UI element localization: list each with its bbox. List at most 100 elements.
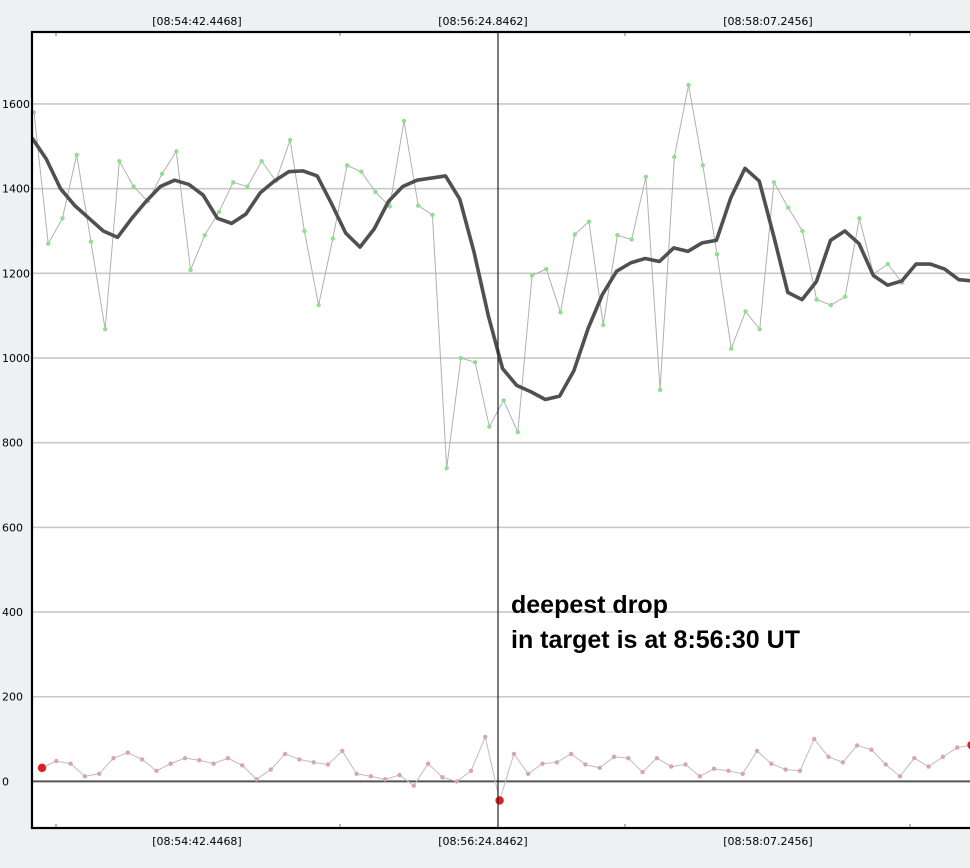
raw-data-point <box>444 465 449 471</box>
comparison-data-point <box>783 767 788 772</box>
comparison-data-point <box>926 764 931 769</box>
y-tick-label: 800 <box>2 437 23 450</box>
raw-data-point <box>828 302 834 308</box>
comparison-data-point <box>669 764 674 769</box>
comparison-data-point <box>325 762 331 767</box>
y-axis: 0 200 400 600 800 1000 1200 1400 1600 <box>2 98 30 788</box>
raw-data-point <box>771 180 777 185</box>
comparison-data-point <box>97 771 102 777</box>
comparison-data-point <box>254 777 259 782</box>
comparison-data-point <box>711 766 717 771</box>
comparison-data-point <box>111 755 116 761</box>
raw-data-point <box>586 219 592 224</box>
raw-data-point <box>643 174 649 180</box>
raw-data-point <box>74 152 79 157</box>
comparison-data-point <box>597 765 602 771</box>
raw-data-point <box>572 232 577 237</box>
raw-data-point <box>259 158 264 164</box>
comparison-data-point <box>397 772 402 778</box>
comparison-data-point <box>340 748 345 754</box>
comparison-data-point <box>139 757 145 762</box>
comparison-data-point <box>225 755 231 761</box>
raw-data-point <box>615 233 620 238</box>
raw-data-point <box>359 169 364 174</box>
comparison-data-point <box>769 761 774 766</box>
raw-data-point <box>672 154 677 160</box>
comparison-data-point <box>54 758 59 764</box>
comparison-data-point <box>854 743 860 748</box>
comparison-data-point <box>211 761 216 766</box>
raw-data-point <box>458 355 464 361</box>
raw-data-point <box>302 228 307 234</box>
comparison-data-point <box>297 757 302 762</box>
y-tick-label: 200 <box>2 691 23 704</box>
raw-data-point <box>714 252 720 257</box>
comparison-data-point <box>125 750 130 755</box>
raw-data-point <box>501 398 506 403</box>
raw-data-point <box>629 237 634 242</box>
comparison-data-point <box>654 755 660 761</box>
raw-data-point <box>885 261 890 267</box>
comparison-data-point <box>454 779 459 784</box>
comparison-data-point <box>154 768 159 774</box>
raw-data-point <box>231 180 236 185</box>
comparison-data-point <box>626 755 631 761</box>
raw-data-point <box>743 309 748 314</box>
raw-data-point <box>529 273 535 278</box>
comparison-data-point <box>82 774 88 779</box>
x-tick-label-top: [08:56:24.8462] <box>438 15 527 28</box>
comparison-data-point <box>311 760 316 765</box>
raw-data-point <box>814 297 819 302</box>
comparison-data-point <box>554 760 559 765</box>
comparison-data-point <box>812 736 817 742</box>
raw-data-point <box>700 163 706 168</box>
y-tick-label: 1400 <box>2 183 30 196</box>
comparison-data-point <box>68 761 73 766</box>
comparison-data-point <box>197 758 202 763</box>
raw-data-point <box>287 137 293 143</box>
raw-data-point <box>344 163 350 168</box>
raw-data-point <box>416 203 421 208</box>
raw-data-point <box>373 189 378 195</box>
raw-data-point <box>544 266 549 272</box>
y-tick-label: 400 <box>2 606 23 619</box>
comparison-data-point <box>440 774 445 780</box>
raw-data-point <box>487 424 492 429</box>
series-group <box>30 82 970 805</box>
raw-data-point <box>117 158 122 164</box>
comparison-data-point <box>955 745 960 750</box>
comparison-highlight-point <box>495 796 504 805</box>
comparison-data-point <box>883 762 888 767</box>
comparison-data-point <box>912 755 917 761</box>
comparison-data-point <box>511 751 517 757</box>
raw-data-point <box>216 209 222 215</box>
raw-data-point <box>88 239 94 244</box>
comparison-data-point <box>268 767 273 772</box>
raw-data-point <box>686 82 691 88</box>
raw-data-point <box>472 360 478 365</box>
annotation-line-2: in target is at 8:56:30 UT <box>511 626 800 654</box>
comparison-data-point <box>411 783 416 788</box>
raw-data-point <box>601 322 606 328</box>
raw-data-point <box>757 327 762 332</box>
y-tick-label: 1200 <box>2 267 30 280</box>
comparison-data-point <box>468 768 474 774</box>
raw-data-point <box>729 346 734 351</box>
y-tick-label: 600 <box>2 521 23 534</box>
raw-data-point <box>102 327 108 332</box>
raw-data-point <box>515 429 521 435</box>
comparison-data-point <box>282 751 288 757</box>
raw-data-point <box>131 184 136 189</box>
comparison-data-point <box>740 771 745 777</box>
raw-data-point <box>159 171 165 177</box>
raw-data-point <box>785 205 791 210</box>
comparison-data-point <box>540 761 545 766</box>
comparison-data-point <box>483 734 488 740</box>
raw-data-point <box>316 302 321 308</box>
comparison-data-point <box>611 754 617 760</box>
raw-data-point <box>401 118 407 124</box>
x-tick-label-bottom: [08:54:42.4468] <box>152 835 241 848</box>
raw-data-point <box>174 149 179 154</box>
y-tick-label: 0 <box>2 775 9 788</box>
